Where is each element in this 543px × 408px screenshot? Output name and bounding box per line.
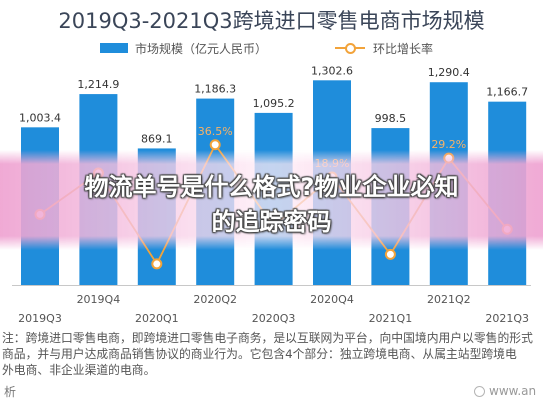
growth-value-label: 29.2% [431,138,466,151]
note-line-1: 注：跨境进口零售电商，即跨境进口零售电子商务，是以互联网为平台，向中国境内用户以… [2,331,533,345]
watermark-url-text: www.an [489,384,537,398]
bar-value-label: 1,095.2 [253,97,295,110]
legend-item-market-size: 市场规模（亿元人民币） [100,40,267,56]
chart-title: 2019Q3-2021Q3跨境进口零售电商市场规模 [58,9,485,33]
x-tick-label: 2021Q2 [427,293,471,306]
growth-value-label: 36.5% [198,125,233,138]
chart-notes: 注：跨境进口零售电商，即跨境进口零售电子商务，是以互联网为平台，向中国境内用户以… [2,330,543,378]
bar-value-label: 1,186.3 [194,83,236,96]
legend-line-dot-icon [335,43,365,54]
growth-point-2020Q1 [151,258,163,270]
bar-value-label: 1,003.4 [19,111,61,124]
overlay-headline-line-1: 物流单号是什么格式?物业企业必知 [84,173,459,201]
source-fragment: 析 [4,385,17,399]
x-tick-label: 2021Q1 [369,312,413,325]
x-tick-label: 2019Q3 [18,312,62,325]
site-logo-icon [474,385,485,397]
overlay-banner [0,150,543,250]
bar-value-label: 1,302.6 [311,64,353,77]
growth-point-2021Q1 [384,248,396,260]
growth-point-2020Q2 [209,139,221,151]
x-tick-label: 2020Q4 [310,293,354,306]
bar-value-label: 1,166.7 [486,86,528,99]
x-tick-label: 2019Q4 [77,293,121,306]
x-tick-label: 2020Q2 [193,293,237,306]
x-tick-label: 2020Q3 [252,312,296,325]
note-line-3: 外电商、非企业渠道的电商。 [2,363,156,377]
legend-label-growth-rate: 环比增长率 [373,41,434,56]
overlay-headline-line-2: 的追踪密码 [211,208,332,236]
bar-value-label: 998.5 [375,112,407,125]
legend-label-market-size: 市场规模（亿元人民币） [135,41,268,56]
bar-value-label: 869.1 [141,132,173,145]
watermark-url: www.an [474,382,543,400]
legend-bar-swatch-icon [100,43,128,53]
note-line-2: 商品，并与用户达成商品销售协议的商业行为。它包含4个部分：独立跨境电商、从属主站… [2,347,517,361]
bar-value-label: 1,214.9 [77,78,119,91]
legend-item-growth-rate: 环比增长率 [335,40,433,56]
bar-value-label: 1,290.4 [428,66,470,79]
x-tick-label: 2020Q1 [135,312,179,325]
x-tick-label: 2021Q3 [485,312,529,325]
